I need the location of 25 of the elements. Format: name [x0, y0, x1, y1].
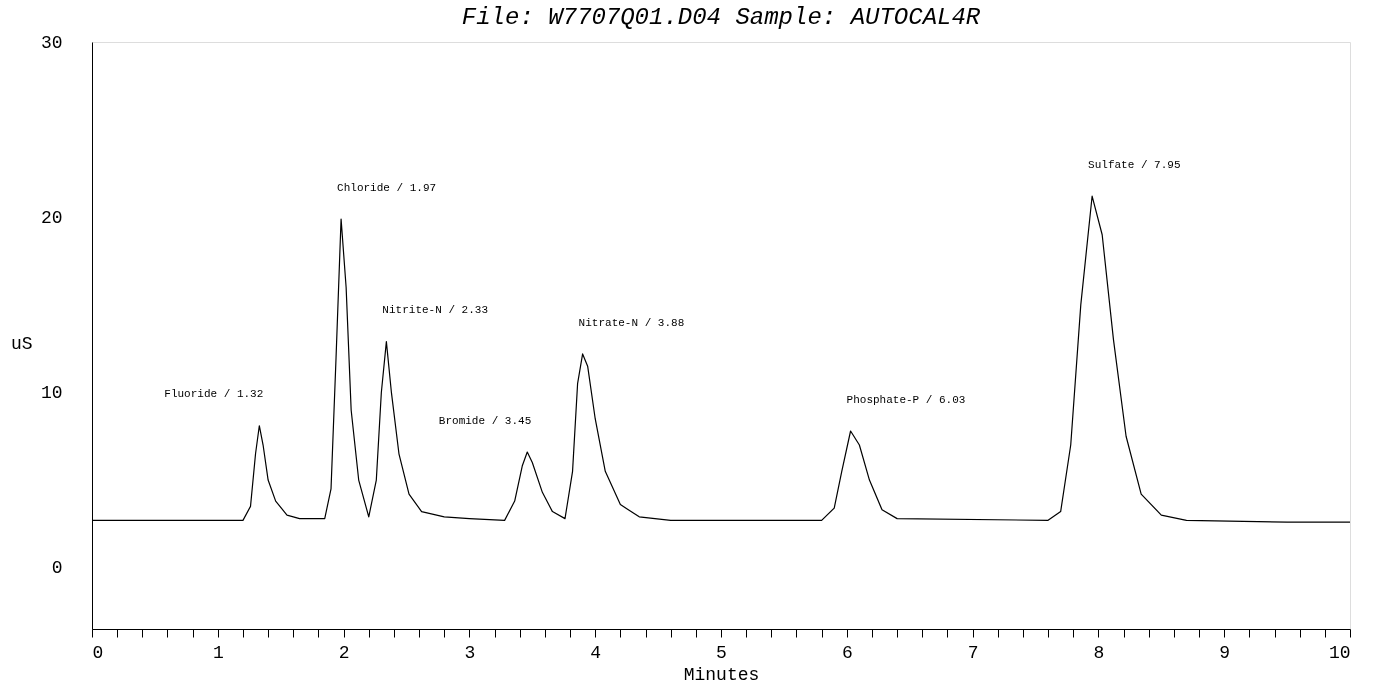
x-tick-label: 1 [212, 642, 224, 663]
x-tick-label: 6 [841, 642, 853, 663]
x-axis-title: Minutes [683, 664, 760, 685]
y-tick-label: 30 [40, 32, 63, 53]
x-tick-label: 4 [590, 642, 602, 663]
x-tick-label: 10 [1328, 642, 1351, 663]
chart-title: File: W7707Q01.D04 Sample: AUTOCAL4R [461, 4, 981, 31]
y-tick-label: 20 [40, 207, 63, 228]
x-tick-label: 9 [1219, 642, 1231, 663]
y-tick-label: 0 [51, 558, 63, 579]
annotation: Chloride / 1.97 [337, 181, 437, 194]
annotation: Fluoride / 1.32 [164, 388, 264, 401]
annotation: Nitrite-N / 2.33 [382, 304, 488, 317]
annotation: Phosphate-P / 6.03 [846, 393, 966, 406]
y-axis-title: uS [10, 333, 33, 354]
y-tick-label: 10 [40, 382, 63, 403]
annotation: Sulfate / 7.95 [1088, 158, 1181, 171]
x-tick-label: 5 [716, 642, 727, 663]
annotation: Nitrate-N / 3.88 [578, 316, 685, 329]
x-tick-label: 7 [967, 642, 979, 663]
x-tick-label: 0 [92, 642, 104, 663]
x-tick-label: 2 [338, 642, 350, 663]
annotation: Bromide / 3.45 [438, 414, 532, 427]
x-tick-label: 3 [464, 642, 476, 663]
x-tick-label: 8 [1093, 642, 1105, 663]
